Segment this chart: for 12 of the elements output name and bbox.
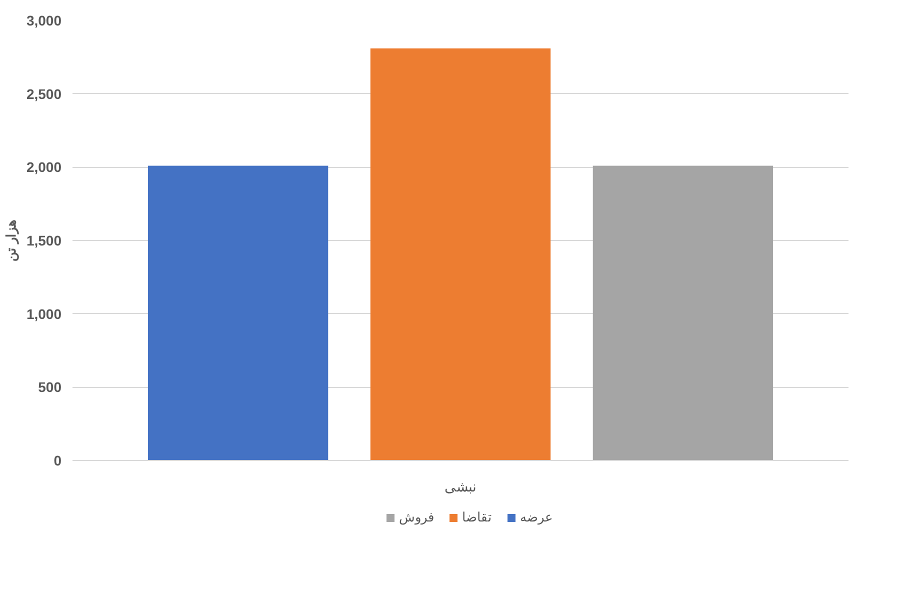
y-tick-label: 1,000 <box>26 306 62 322</box>
y-tick-label: 0 <box>54 452 62 468</box>
y-tick-label: 1,500 <box>26 232 62 248</box>
y-axis-title: هزار تن <box>3 220 20 262</box>
y-tick-label: 3,000 <box>26 12 62 28</box>
legend-label: تقاضا <box>462 510 492 524</box>
y-tick-label: 2,500 <box>26 86 62 102</box>
legend-label: فروش <box>399 510 434 524</box>
x-tick-label: نبشی <box>444 478 476 494</box>
y-tick-label: 500 <box>38 379 62 396</box>
legend-label: عرضه <box>520 510 553 524</box>
y-tick-label: 2,000 <box>26 159 62 176</box>
